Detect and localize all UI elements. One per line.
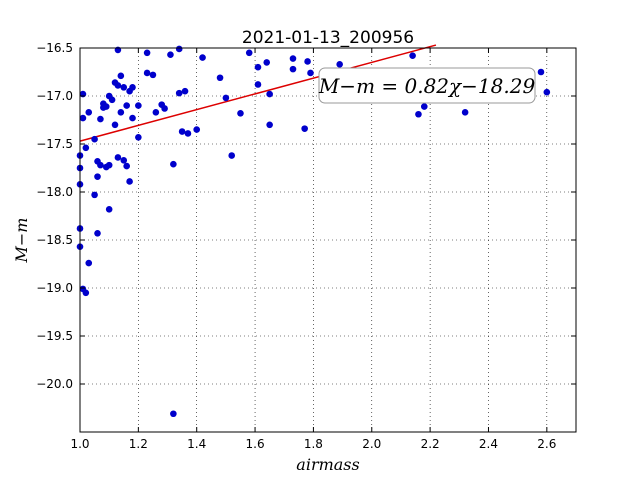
x-tick-label: 1.0: [70, 437, 89, 451]
data-point: [120, 84, 128, 91]
data-point: [129, 84, 136, 91]
data-point: [94, 173, 101, 180]
data-point: [97, 115, 104, 123]
x-tick-label: 1.8: [304, 437, 323, 451]
data-point: [105, 161, 113, 169]
data-point: [97, 161, 104, 169]
data-point: [178, 128, 186, 135]
data-point: [301, 125, 308, 132]
data-point: [135, 133, 142, 141]
data-point: [143, 69, 151, 77]
y-tick-label: −18.0: [36, 185, 73, 199]
data-point: [114, 82, 122, 89]
x-tick-label: 1.2: [129, 437, 148, 451]
data-point: [149, 71, 157, 79]
y-tick-label: −19.0: [36, 281, 73, 295]
data-point: [266, 121, 273, 129]
data-point: [254, 81, 262, 88]
data-point: [245, 49, 253, 57]
data-point: [170, 410, 177, 418]
data-point: [117, 72, 125, 80]
data-point: [307, 69, 314, 77]
data-point: [94, 229, 101, 237]
x-tick-label: 2.4: [479, 437, 498, 451]
data-point: [129, 114, 136, 122]
data-point: [114, 154, 122, 161]
data-point: [170, 160, 177, 168]
data-point: [228, 152, 236, 159]
data-point: [216, 74, 224, 82]
data-point: [167, 51, 174, 59]
data-point: [82, 289, 90, 297]
data-point: [102, 103, 110, 110]
y-tick-label: −16.5: [36, 41, 73, 55]
x-tick-label: 2.2: [421, 437, 440, 451]
y-tick-label: −17.0: [36, 89, 73, 103]
data-point: [537, 68, 545, 76]
data-point: [420, 103, 428, 110]
data-point: [111, 121, 119, 129]
data-point: [289, 55, 297, 62]
data-point: [336, 61, 343, 68]
fit-equation: M−m = 0.82χ−18.29: [318, 74, 536, 98]
x-tick-label: 2.6: [537, 437, 556, 451]
y-tick-label: −20.0: [36, 377, 73, 391]
data-point: [105, 205, 113, 213]
data-points: [76, 45, 551, 418]
data-point: [82, 144, 90, 152]
y-tick-label: −17.5: [36, 137, 73, 151]
data-point: [126, 178, 133, 185]
data-point: [184, 130, 192, 137]
data-point: [415, 110, 422, 118]
data-point: [123, 162, 130, 170]
fit-line-group: [79, 44, 437, 142]
data-point: [304, 58, 311, 65]
data-point: [143, 49, 151, 57]
y-axis-label: M−m: [12, 218, 31, 264]
x-tick-label: 2.0: [362, 437, 381, 451]
data-point: [237, 109, 244, 117]
axis-ticks: 1.0 1.2 1.4 1.6 1.8 2.0 2.2 2.4 2.6 −16.5 −17.0 −17…: [36, 41, 576, 451]
data-point: [117, 109, 125, 116]
data-point: [161, 105, 168, 112]
data-point: [175, 45, 183, 53]
data-point: [409, 52, 416, 59]
data-point: [222, 94, 230, 102]
data-point: [266, 90, 273, 98]
data-point: [123, 102, 130, 109]
data-point: [91, 191, 98, 199]
chart-title: 2021-01-13_200956: [242, 28, 414, 48]
data-point: [175, 89, 183, 97]
data-point: [199, 54, 206, 61]
x-tick-label: 1.4: [187, 437, 206, 451]
data-point: [85, 109, 93, 116]
data-point: [79, 114, 87, 122]
annotation-box: [318, 67, 536, 104]
x-axis-label: airmass: [296, 455, 359, 474]
data-point: [181, 87, 189, 95]
data-point: [120, 157, 128, 164]
fit-line: [79, 44, 437, 142]
data-point: [193, 126, 201, 133]
x-tick-label: 1.6: [246, 437, 265, 451]
data-point: [263, 59, 271, 66]
data-point: [135, 102, 142, 109]
y-tick-label: −19.5: [36, 329, 73, 343]
data-point: [85, 259, 93, 267]
data-point: [108, 96, 116, 104]
data-point: [543, 88, 551, 96]
data-point: [152, 109, 160, 116]
data-point: [254, 63, 262, 71]
fit-annotation: M−m = 0.82χ−18.29: [318, 67, 536, 104]
data-point: [91, 135, 98, 143]
data-point: [289, 65, 297, 73]
data-point: [461, 109, 469, 116]
y-tick-label: −18.5: [36, 233, 73, 247]
